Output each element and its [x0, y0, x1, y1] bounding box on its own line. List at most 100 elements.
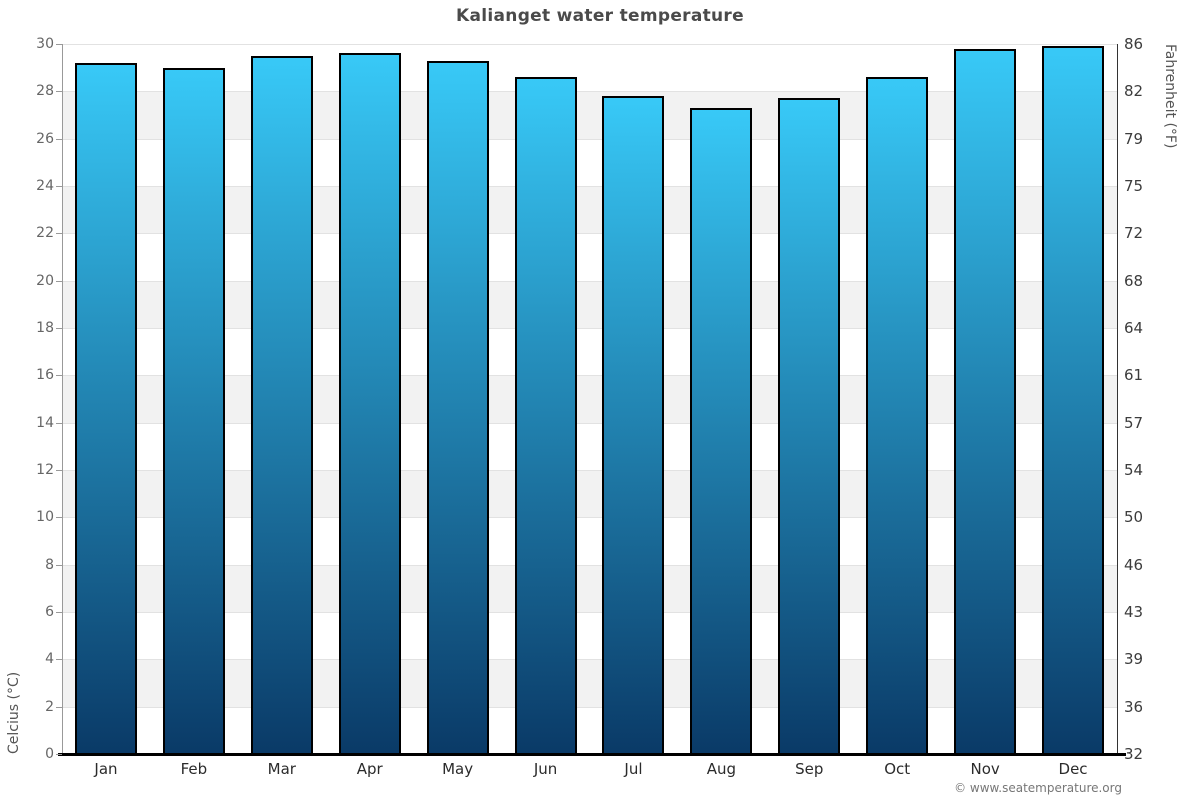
fahrenheit-tick-79: 79: [1124, 129, 1144, 148]
plot-area: [62, 44, 1117, 754]
fahrenheit-tick-82: 82: [1124, 82, 1144, 101]
month-label-sep: Sep: [795, 760, 824, 778]
gridline: [62, 233, 1117, 235]
plot-band: [62, 44, 1117, 92]
celsius-tick-mark: [56, 754, 62, 755]
celsius-tick-mark: [56, 44, 62, 45]
celsius-tick-22: 22: [36, 225, 54, 242]
celsius-tick-mark: [56, 328, 62, 329]
plot-band: [62, 375, 1117, 423]
celsius-tick-14: 14: [36, 414, 54, 431]
plot-band: [62, 328, 1117, 376]
gridline: [62, 328, 1117, 329]
gridline: [62, 375, 1117, 377]
fahrenheit-tick-61: 61: [1124, 366, 1144, 385]
celsius-tick-26: 26: [36, 130, 54, 147]
celsius-tick-6: 6: [45, 604, 54, 620]
gridline: [62, 91, 1117, 93]
celsius-tick-18: 18: [36, 320, 54, 336]
bar-oct: [866, 77, 929, 754]
month-label-jan: Jan: [94, 760, 118, 778]
fahrenheit-tick-43: 43: [1124, 603, 1144, 621]
celsius-tick-30: 30: [36, 36, 54, 52]
gridline: [62, 612, 1117, 613]
month-label-jul: Jul: [624, 760, 643, 778]
month-label-apr: Apr: [356, 760, 383, 778]
celsius-tick-mark: [56, 375, 62, 377]
gridline: [62, 44, 1117, 45]
gridline: [62, 659, 1117, 661]
bar-mar: [250, 55, 313, 754]
celsius-tick-mark: [56, 517, 62, 519]
bar-feb: [162, 67, 225, 754]
plot-band: [62, 612, 1117, 660]
bar-apr: [338, 53, 401, 754]
celsius-tick-16: 16: [36, 367, 54, 384]
month-label-mar: Mar: [267, 760, 296, 778]
gridline: [62, 706, 1117, 708]
bar-nov: [954, 48, 1017, 754]
celsius-tick-mark: [56, 138, 62, 140]
month-label-feb: Feb: [180, 760, 208, 778]
month-label-may: May: [442, 760, 474, 778]
celsius-tick-mark: [56, 422, 62, 424]
bar-aug: [690, 107, 753, 754]
bar-sep: [778, 98, 841, 754]
celsius-tick-mark: [56, 186, 62, 187]
bar-jul: [602, 96, 665, 754]
fahrenheit-axis-title: Fahrenheit (°F): [1162, 44, 1178, 149]
celsius-axis-title: Celcius (°C): [6, 671, 22, 754]
month-label-oct: Oct: [884, 760, 911, 778]
celsius-tick-20: 20: [36, 272, 54, 289]
plot-band: [62, 564, 1117, 612]
fahrenheit-tick-86: 86: [1124, 35, 1144, 53]
gridline: [62, 186, 1117, 187]
month-label-jun: Jun: [533, 760, 558, 778]
bar-may: [426, 60, 489, 754]
fahrenheit-tick-68: 68: [1124, 271, 1144, 290]
plot-band: [62, 470, 1117, 518]
fahrenheit-tick-36: 36: [1124, 697, 1144, 716]
celsius-tick-4: 4: [45, 651, 54, 668]
left-axis-line: [62, 44, 63, 754]
plot-band: [62, 422, 1117, 470]
celsius-tick-10: 10: [36, 509, 54, 526]
fahrenheit-tick-32: 32: [1124, 745, 1144, 763]
fahrenheit-tick-46: 46: [1124, 555, 1144, 574]
fahrenheit-tick-72: 72: [1124, 224, 1144, 243]
gridline: [62, 564, 1117, 566]
gridline: [62, 138, 1117, 140]
plot-band: [62, 706, 1117, 754]
fahrenheit-tick-39: 39: [1124, 650, 1144, 669]
fahrenheit-tick-75: 75: [1124, 177, 1144, 195]
celsius-tick-28: 28: [36, 83, 54, 100]
celsius-tick-mark: [56, 659, 62, 661]
plot-band: [62, 517, 1117, 565]
month-label-dec: Dec: [1058, 760, 1088, 778]
month-label-aug: Aug: [706, 760, 737, 778]
plot-band: [62, 186, 1117, 234]
celsius-tick-mark: [56, 470, 62, 471]
bar-jun: [514, 77, 577, 754]
celsius-tick-mark: [56, 280, 62, 282]
plot-band: [62, 280, 1117, 328]
plot-band: [62, 659, 1117, 707]
celsius-tick-2: 2: [45, 698, 54, 715]
gridline: [62, 422, 1117, 424]
chart-title: Kalianget water temperature: [456, 6, 744, 26]
celsius-tick-mark: [56, 564, 62, 566]
plot-band: [62, 91, 1117, 139]
celsius-tick-mark: [56, 612, 62, 613]
fahrenheit-tick-57: 57: [1124, 413, 1144, 432]
gridline: [62, 280, 1117, 282]
right-axis-line: [1117, 44, 1118, 754]
celsius-tick-0: 0: [45, 746, 54, 762]
plot-band: [62, 233, 1117, 281]
bar-jan: [74, 62, 137, 754]
gridline: [62, 517, 1117, 519]
plot-band: [62, 138, 1117, 186]
fahrenheit-tick-64: 64: [1124, 319, 1144, 337]
site-credit-link[interactable]: © www.seatemperature.org: [954, 781, 1122, 795]
celsius-tick-mark: [56, 706, 62, 708]
